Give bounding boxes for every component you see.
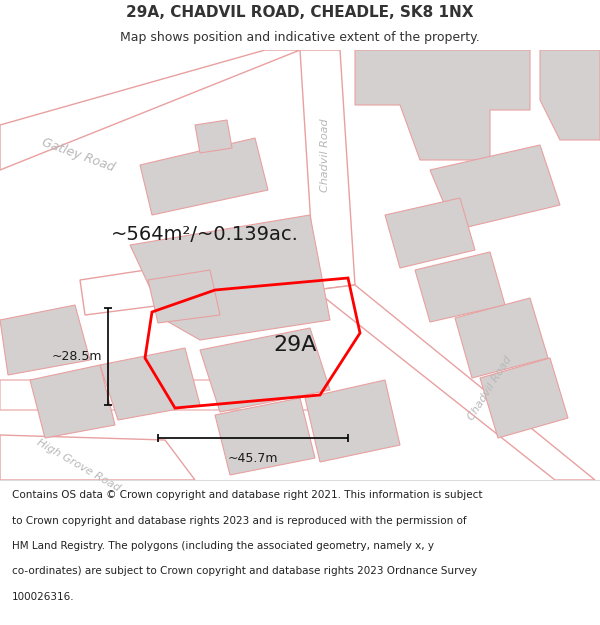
Polygon shape [0,50,300,170]
Polygon shape [215,398,315,475]
Polygon shape [30,365,115,438]
Polygon shape [455,298,548,378]
Text: Chadvil Road: Chadvil Road [320,118,330,192]
Polygon shape [130,215,330,340]
Polygon shape [415,252,505,322]
Text: Map shows position and indicative extent of the property.: Map shows position and indicative extent… [120,31,480,44]
Polygon shape [195,120,232,153]
Text: ~45.7m: ~45.7m [228,452,278,465]
Text: Contains OS data © Crown copyright and database right 2021. This information is : Contains OS data © Crown copyright and d… [12,490,482,500]
Text: co-ordinates) are subject to Crown copyright and database rights 2023 Ordnance S: co-ordinates) are subject to Crown copyr… [12,566,477,576]
Polygon shape [385,198,475,268]
Polygon shape [480,358,568,438]
Text: ~28.5m: ~28.5m [52,350,102,363]
Text: High Grove Road: High Grove Road [35,437,122,493]
Polygon shape [0,380,315,410]
Polygon shape [0,435,195,480]
Text: ~564m²/~0.139ac.: ~564m²/~0.139ac. [111,226,299,244]
Polygon shape [430,145,560,230]
Text: Chadvil Road: Chadvil Road [466,354,514,422]
Polygon shape [315,285,595,480]
Text: HM Land Registry. The polygons (including the associated geometry, namely x, y: HM Land Registry. The polygons (includin… [12,541,434,551]
Polygon shape [540,50,600,140]
Polygon shape [200,328,330,412]
Polygon shape [0,305,90,375]
Text: 100026316.: 100026316. [12,592,74,602]
Polygon shape [305,380,400,462]
Text: 29A: 29A [273,335,317,355]
Polygon shape [148,270,220,323]
Polygon shape [140,138,268,215]
Polygon shape [80,245,320,315]
Polygon shape [100,348,200,420]
Text: to Crown copyright and database rights 2023 and is reproduced with the permissio: to Crown copyright and database rights 2… [12,516,467,526]
Polygon shape [355,50,530,160]
Polygon shape [300,50,355,290]
Text: Gatley Road: Gatley Road [40,136,116,174]
Text: 29A, CHADVIL ROAD, CHEADLE, SK8 1NX: 29A, CHADVIL ROAD, CHEADLE, SK8 1NX [126,5,474,20]
